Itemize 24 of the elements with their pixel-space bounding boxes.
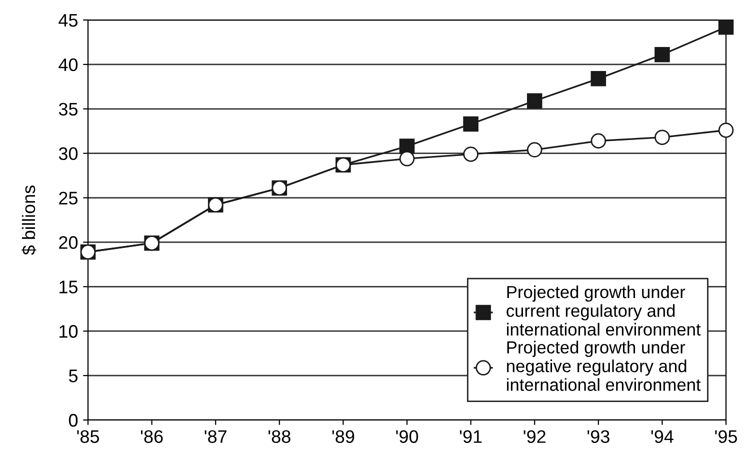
x-tick-label: '87 bbox=[204, 430, 226, 443]
x-tick-label: '85 bbox=[77, 430, 100, 443]
x-tick-label: '95 bbox=[715, 430, 738, 443]
y-tick-label: 0 bbox=[68, 414, 78, 427]
y-tick-label: 15 bbox=[60, 280, 78, 294]
legend-label: Projected growth under negative regulatory and international environment bbox=[507, 340, 701, 391]
x-tick-label: '93 bbox=[588, 430, 610, 443]
y-tick-label: 45 bbox=[58, 14, 78, 27]
legend-label: Projected growth under current regulatory and international environment bbox=[506, 285, 701, 336]
y-tick-label: 40 bbox=[58, 58, 78, 72]
x-tick-label: '89 bbox=[332, 430, 354, 443]
x-tick-label: '94 bbox=[651, 430, 674, 443]
y-tick-label: 25 bbox=[59, 192, 78, 204]
x-tick-label: '90 bbox=[396, 430, 418, 443]
y-tick-label: 30 bbox=[58, 147, 78, 160]
y-axis-title: $ billions bbox=[22, 186, 36, 255]
x-tick-label: '92 bbox=[524, 430, 546, 443]
y-tick-label: 20 bbox=[59, 236, 78, 249]
x-tick-label: '86 bbox=[140, 430, 163, 443]
y-tick-label: 5 bbox=[68, 370, 78, 382]
x-tick-label: '88 bbox=[268, 430, 290, 443]
y-tick-label: 10 bbox=[60, 325, 78, 338]
x-tick-label: '91 bbox=[460, 430, 482, 443]
y-tick-label: 35 bbox=[58, 102, 78, 116]
